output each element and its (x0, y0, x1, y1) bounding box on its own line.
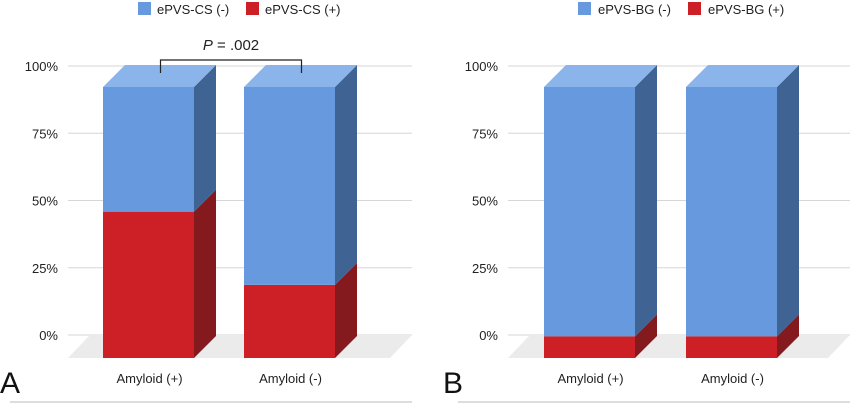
chart-panel-b: ePVS-BG (-) ePVS-BG (+) 0% 25% 50% 75% 100% Amy… (443, 2, 850, 403)
bar-top-face (544, 65, 657, 87)
bar-top-face (103, 65, 216, 87)
bar-stack (544, 65, 657, 358)
x-category-label: Amyloid (+) (557, 371, 623, 386)
bar-segment-neg (244, 87, 335, 285)
y-tick-label: 100% (25, 59, 59, 74)
bar-side-pos (194, 189, 216, 358)
bar-side-pos (635, 314, 657, 358)
legend-swatch-2 (246, 2, 259, 15)
legend-label-2: ePVS-CS (+) (265, 2, 341, 17)
chart-panel-a: ePVS-CS (-) ePVS-CS (+) 0% 25% 50% 75% 100% Amy… (0, 2, 412, 403)
bar-side-pos (335, 262, 357, 358)
y-tick-label: 25% (32, 261, 58, 276)
bar-segment-pos (686, 336, 777, 358)
p-value-text: = .002 (213, 37, 259, 54)
bar-side-pos (777, 314, 799, 358)
panel-label-a: A (0, 367, 20, 400)
x-category-label: Amyloid (-) (259, 371, 322, 386)
legend-swatch-1 (138, 2, 151, 15)
bar-segment-neg (544, 87, 635, 337)
bar-segment-pos (544, 336, 635, 358)
p-value-annotation: P = .002 (203, 37, 259, 54)
significance-bracket (159, 59, 303, 73)
y-tick-label: 25% (472, 261, 498, 276)
bar-stack (686, 65, 799, 358)
p-value-italic: P (203, 37, 213, 54)
legend-label-2: ePVS-BG (+) (708, 2, 784, 17)
bar-stack (244, 65, 357, 358)
legend-label-1: ePVS-CS (-) (157, 2, 229, 17)
x-category-label: Amyloid (+) (116, 371, 182, 386)
bar-segment-neg (686, 87, 777, 337)
legend-swatch-2 (688, 2, 701, 15)
y-tick-label: 0% (39, 328, 58, 343)
x-category-label: Amyloid (-) (701, 371, 764, 386)
bar-side-neg (194, 65, 216, 212)
y-tick-label: 75% (472, 126, 498, 141)
bar-side-neg (635, 65, 657, 337)
y-tick-label: 50% (472, 194, 498, 209)
bar-side-neg (335, 65, 357, 285)
legend-swatch-1 (578, 2, 591, 15)
bar-top-face (244, 65, 357, 87)
y-tick-label: 75% (32, 126, 58, 141)
y-tick-label: 50% (32, 194, 58, 209)
bar-segment-pos (103, 211, 194, 358)
panel-label-b: B (443, 367, 463, 400)
y-tick-label: 100% (465, 59, 499, 74)
bar-segment-neg (103, 87, 194, 212)
y-tick-label: 0% (479, 328, 498, 343)
bar-side-neg (777, 65, 799, 337)
bar-segment-pos (244, 284, 335, 358)
legend-label-1: ePVS-BG (-) (598, 2, 671, 17)
bar-top-face (686, 65, 799, 87)
bar-stack (103, 65, 216, 358)
